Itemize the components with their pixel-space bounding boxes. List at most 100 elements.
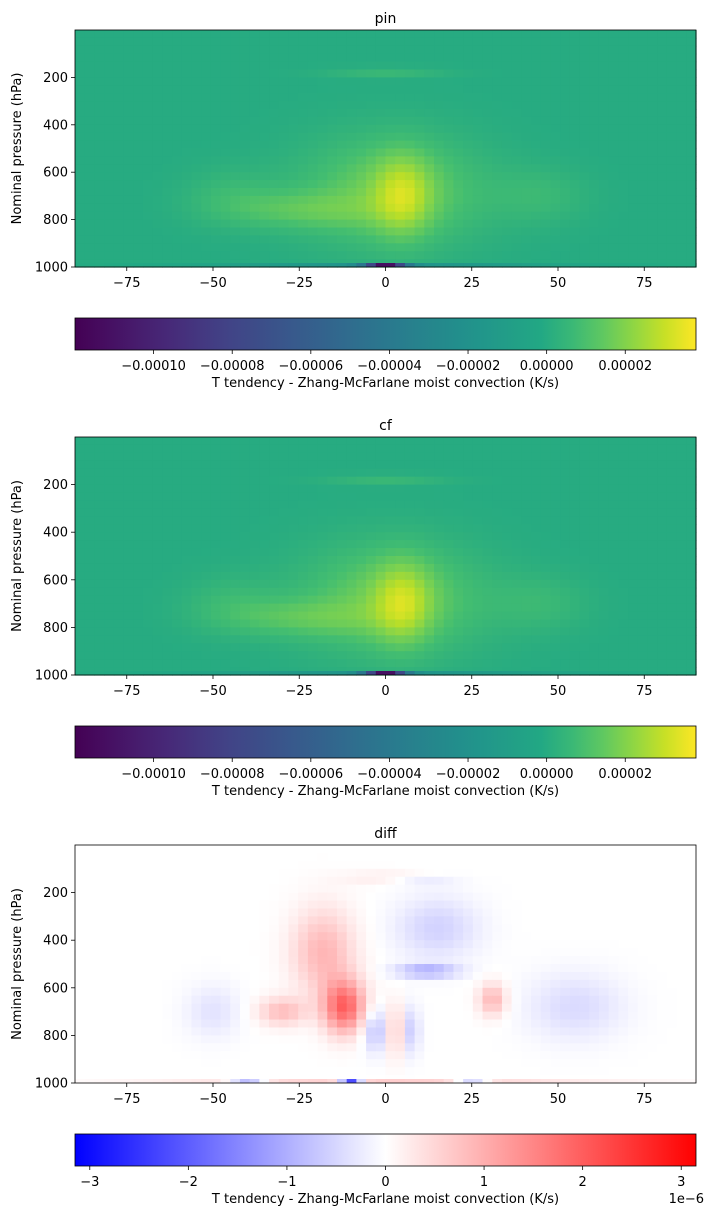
heatmap-cell (259, 45, 270, 55)
heatmap-cell (210, 235, 222, 244)
heatmap-cell (298, 148, 309, 157)
heatmap-cell (123, 508, 134, 517)
heatmap-cell (579, 195, 590, 205)
heatmap-cell (666, 203, 678, 213)
heatmap-cell (191, 484, 202, 494)
heatmap-cell (395, 93, 406, 102)
heatmap-cell (628, 219, 639, 229)
heatmap-cell (133, 548, 144, 557)
heatmap-cell (269, 164, 280, 173)
heatmap-cell (366, 587, 377, 597)
heatmap-cell (666, 635, 678, 644)
heatmap-cell (579, 948, 590, 957)
heatmap-cell (259, 643, 270, 652)
heatmap-cell (239, 860, 251, 870)
heatmap-cell (172, 437, 183, 446)
heatmap-cell (395, 540, 406, 549)
heatmap-cell (511, 627, 522, 636)
heatmap-cell (191, 868, 202, 878)
heatmap-cell (298, 932, 309, 941)
heatmap-cell (531, 916, 542, 925)
heatmap-cell (249, 948, 260, 957)
heatmap-cell (152, 868, 163, 878)
heatmap-cell (569, 484, 581, 494)
x-tick-label: −75 (113, 276, 140, 291)
heatmap-cell (511, 437, 522, 446)
heatmap-cell (666, 460, 678, 470)
heatmap-cell (152, 916, 163, 925)
heatmap-cell (239, 69, 251, 78)
heatmap-cell (298, 93, 309, 102)
heatmap-cell (75, 195, 86, 205)
heatmap-cell (288, 627, 299, 636)
heatmap-cell (598, 37, 610, 47)
heatmap-cell (598, 884, 610, 894)
heatmap-cell (230, 852, 241, 862)
heatmap-cell (608, 635, 619, 644)
heatmap-cell (414, 556, 425, 565)
heatmap-cell (288, 85, 299, 94)
heatmap-cell (404, 30, 416, 39)
heatmap-cell (346, 484, 357, 494)
heatmap-cell (84, 579, 95, 589)
heatmap-cell (336, 508, 348, 517)
heatmap-cell (336, 548, 348, 557)
heatmap-cell (278, 444, 290, 454)
heatmap-cell (288, 571, 299, 581)
y-axis-label: Nominal pressure (hPa) (10, 480, 25, 632)
heatmap-cell (327, 77, 338, 86)
heatmap-cell (181, 53, 193, 63)
heatmap-cell (414, 156, 425, 165)
heatmap-cell (686, 845, 697, 854)
heatmap-cell (356, 876, 367, 886)
heatmap-cell (94, 932, 105, 941)
heatmap-cell (113, 956, 125, 965)
heatmap-cell (75, 172, 86, 181)
heatmap-cell (424, 484, 435, 494)
heatmap-cell (94, 180, 105, 189)
heatmap-cell (249, 69, 260, 78)
heatmap-cell (521, 627, 532, 636)
heatmap-cell (434, 437, 445, 446)
heatmap-cell (579, 651, 590, 660)
heatmap-cell (366, 540, 377, 549)
heatmap-cell (162, 940, 173, 949)
heatmap-cell (395, 444, 406, 454)
heatmap-cell (404, 916, 416, 925)
heatmap-cell (230, 860, 241, 870)
heatmap-cell (666, 172, 678, 181)
heatmap-cell (84, 77, 95, 86)
heatmap-cell (404, 595, 416, 605)
heatmap-cell (540, 156, 552, 165)
heatmap-cell (598, 868, 610, 878)
heatmap-cell (94, 484, 105, 494)
heatmap-cell (443, 251, 455, 260)
heatmap-cell (239, 627, 251, 636)
heatmap-cell (75, 860, 86, 870)
heatmap-cell (492, 868, 503, 878)
heatmap-cell (395, 45, 406, 55)
heatmap-cell (560, 940, 571, 949)
heatmap-cell (492, 852, 503, 862)
heatmap-cell (288, 164, 299, 173)
heatmap-cell (657, 77, 668, 86)
heatmap-cell (569, 203, 581, 213)
heatmap-cell (375, 651, 387, 660)
heatmap-cell (404, 468, 416, 478)
heatmap-cell (84, 116, 95, 126)
heatmap-cell (84, 587, 95, 597)
heatmap-cell (356, 437, 367, 446)
heatmap-cell (628, 603, 639, 613)
heatmap-cell (501, 852, 513, 862)
heatmap-cell (210, 900, 222, 910)
heatmap-cell (598, 548, 610, 557)
heatmap-cell (540, 868, 552, 878)
heatmap-cell (521, 516, 532, 525)
heatmap-cell (598, 659, 610, 668)
heatmap-cell (511, 635, 522, 644)
heatmap-cell (637, 845, 649, 854)
heatmap-cell (666, 603, 678, 613)
heatmap-cell (395, 956, 406, 965)
heatmap-cell (540, 172, 552, 181)
heatmap-cell (366, 30, 377, 39)
